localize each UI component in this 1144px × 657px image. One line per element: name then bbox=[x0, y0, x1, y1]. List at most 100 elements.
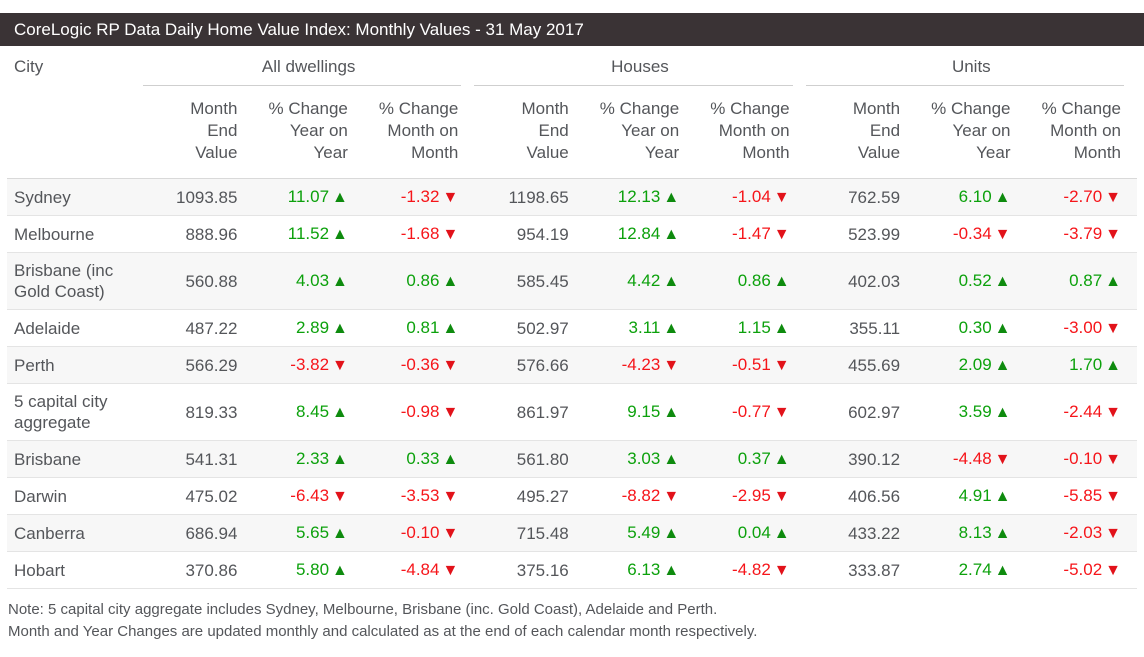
down-triangle-icon: ▼ bbox=[442, 226, 459, 243]
up-triangle-icon: ▲ bbox=[663, 189, 680, 206]
table-row: Canberra 686.94 5.65 ▲ -0.10 ▼ 715.48 5.49 ▲ 0.04… bbox=[7, 514, 1137, 552]
up-triangle-icon: ▲ bbox=[663, 226, 680, 243]
yoy-change-cell: 0.30 ▲ bbox=[916, 310, 1026, 347]
month-end-value-cell: 576.66 bbox=[516, 355, 569, 375]
change-value: 4.03 bbox=[295, 271, 330, 290]
month-end-value-cell: 561.80 bbox=[516, 449, 569, 469]
yoy-change-cell: -4.23 ▼ bbox=[585, 347, 695, 384]
yoy-change-cell: 2.09 ▲ bbox=[916, 347, 1026, 384]
yoy-change-cell: 11.07 ▲ bbox=[253, 179, 363, 216]
change-value: 8.45 bbox=[295, 402, 330, 421]
change-value: 8.13 bbox=[958, 523, 992, 542]
change-value: 11.07 bbox=[287, 187, 330, 206]
mom-change-cell: -1.04 ▼ bbox=[695, 179, 805, 216]
table-body: Sydney 1093.85 11.07 ▲ -1.32 ▼ 1198.65 12.13 ▲ -1… bbox=[7, 178, 1138, 589]
yoy-change-cell: 0.52 ▲ bbox=[916, 253, 1026, 310]
column-header-yoy-change: % Change Year on Year bbox=[268, 99, 348, 162]
mom-change-cell: 0.33 ▲ bbox=[364, 441, 474, 478]
column-header-yoy-change: % Change Year on Year bbox=[599, 99, 680, 162]
mom-change-cell: -5.02 ▼ bbox=[1027, 552, 1138, 589]
city-column-header: City bbox=[14, 57, 44, 76]
change-value: 3.59 bbox=[958, 402, 992, 421]
up-triangle-icon: ▲ bbox=[663, 273, 680, 290]
mom-change-cell: -0.77 ▼ bbox=[695, 384, 805, 441]
change-value: 0.30 bbox=[958, 318, 992, 337]
change-value: -3.82 bbox=[290, 355, 330, 374]
up-triangle-icon: ▲ bbox=[773, 320, 790, 337]
mom-change-cell: -0.36 ▼ bbox=[364, 347, 474, 384]
month-end-value-cell: 433.22 bbox=[848, 523, 901, 543]
up-triangle-icon: ▲ bbox=[332, 404, 348, 421]
yoy-change-cell: 11.52 ▲ bbox=[253, 216, 363, 253]
change-value: -3.53 bbox=[400, 486, 440, 505]
mom-change-cell: -3.79 ▼ bbox=[1027, 216, 1138, 253]
city-cell: Darwin bbox=[14, 486, 67, 506]
yoy-change-cell: 3.59 ▲ bbox=[916, 384, 1026, 441]
change-value: -4.23 bbox=[621, 355, 661, 374]
change-value: 0.81 bbox=[406, 318, 440, 337]
change-value: 0.33 bbox=[406, 449, 440, 468]
up-triangle-icon: ▲ bbox=[663, 525, 680, 542]
month-end-value-cell: 333.87 bbox=[848, 560, 901, 580]
yoy-change-cell: 8.45 ▲ bbox=[253, 384, 363, 441]
month-end-value-cell: 560.88 bbox=[185, 271, 238, 291]
yoy-change-cell: -6.43 ▼ bbox=[253, 478, 363, 515]
table-row: Brisbane (inc Gold Coast) 560.88 4.03 ▲ 0.86… bbox=[7, 252, 1137, 310]
month-end-value-cell: 1198.65 bbox=[508, 187, 569, 207]
mom-change-cell: -2.70 ▼ bbox=[1027, 179, 1138, 216]
column-header-mom-change: % Change Month on Month bbox=[710, 99, 790, 162]
column-header-month-end-value: Month End Value bbox=[521, 99, 569, 162]
table-row: 5 capital city aggregate 819.33 8.45 ▲ -0.98… bbox=[7, 384, 1137, 441]
change-value: -3.79 bbox=[1063, 224, 1103, 243]
month-end-value-cell: 455.69 bbox=[848, 355, 901, 375]
change-value: 12.84 bbox=[617, 224, 661, 243]
page: CoreLogic RP Data Daily Home Value Index… bbox=[0, 13, 1144, 657]
change-value: -0.10 bbox=[1063, 449, 1103, 468]
up-triangle-icon: ▲ bbox=[994, 273, 1011, 290]
change-value: 2.89 bbox=[295, 318, 330, 337]
change-value: 12.13 bbox=[617, 187, 661, 206]
yoy-change-cell: 2.74 ▲ bbox=[916, 552, 1026, 589]
down-triangle-icon: ▼ bbox=[332, 357, 348, 374]
month-end-value-cell: 888.96 bbox=[185, 224, 238, 244]
column-header-mom-change: % Change Month on Month bbox=[378, 99, 459, 162]
city-cell: Perth bbox=[14, 355, 55, 375]
change-value: 1.15 bbox=[737, 318, 771, 337]
down-triangle-icon: ▼ bbox=[994, 451, 1011, 468]
table-row: Perth 566.29 -3.82 ▼ -0.36 ▼ 576.66 -4.23 ▼ -0.51… bbox=[7, 346, 1137, 384]
down-triangle-icon: ▼ bbox=[994, 226, 1011, 243]
column-header-month-end-value: Month End Value bbox=[852, 99, 901, 162]
title-bar: CoreLogic RP Data Daily Home Value Index… bbox=[0, 13, 1144, 46]
up-triangle-icon: ▲ bbox=[1105, 273, 1121, 290]
mom-change-cell: 0.86 ▲ bbox=[695, 253, 805, 310]
up-triangle-icon: ▲ bbox=[332, 273, 348, 290]
mom-change-cell: -2.44 ▼ bbox=[1027, 384, 1138, 441]
city-cell: Melbourne bbox=[14, 224, 95, 244]
mom-change-cell: -1.32 ▼ bbox=[364, 179, 474, 216]
down-triangle-icon: ▼ bbox=[663, 357, 680, 374]
up-triangle-icon: ▲ bbox=[442, 451, 459, 468]
column-header-yoy-change: % Change Year on Year bbox=[931, 99, 1011, 162]
down-triangle-icon: ▼ bbox=[442, 357, 459, 374]
change-value: 4.91 bbox=[958, 486, 992, 505]
table-row: Darwin 475.02 -6.43 ▼ -3.53 ▼ 495.27 -8.82 ▼ -2.9… bbox=[7, 478, 1137, 515]
month-end-value-cell: 402.03 bbox=[848, 271, 901, 291]
yoy-change-cell: 2.33 ▲ bbox=[253, 441, 363, 478]
mom-change-cell: 0.86 ▲ bbox=[364, 253, 474, 310]
up-triangle-icon: ▲ bbox=[1105, 357, 1121, 374]
change-value: 0.04 bbox=[737, 523, 771, 542]
city-cell: Brisbane bbox=[14, 449, 82, 469]
down-triangle-icon: ▼ bbox=[442, 189, 459, 206]
footnotes: Note: 5 capital city aggregate includes … bbox=[8, 599, 1136, 657]
table-header: City All dwellings Houses Units Month En… bbox=[7, 46, 1137, 179]
change-value: -5.85 bbox=[1063, 486, 1103, 505]
change-value: 2.09 bbox=[958, 355, 992, 374]
down-triangle-icon: ▼ bbox=[773, 226, 790, 243]
yoy-change-cell: 5.80 ▲ bbox=[253, 552, 363, 589]
up-triangle-icon: ▲ bbox=[994, 488, 1011, 505]
mom-change-cell: 1.15 ▲ bbox=[695, 310, 805, 347]
mom-change-cell: 0.81 ▲ bbox=[364, 310, 474, 347]
change-value: -2.44 bbox=[1063, 402, 1103, 421]
change-value: 0.87 bbox=[1069, 271, 1103, 290]
yoy-change-cell: 8.13 ▲ bbox=[916, 515, 1026, 552]
